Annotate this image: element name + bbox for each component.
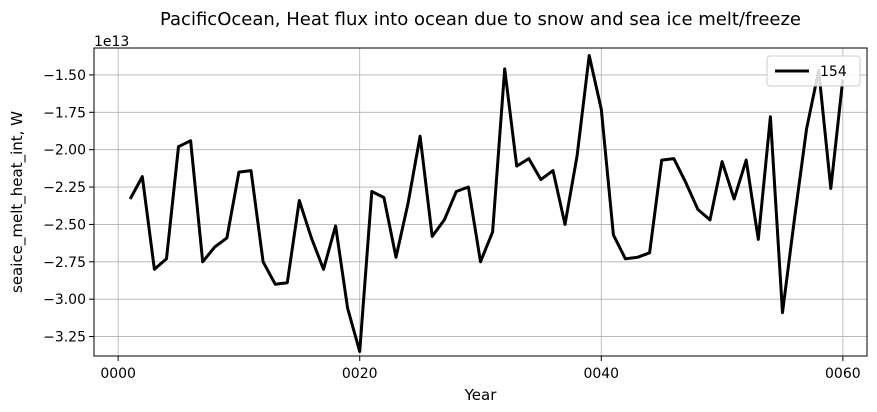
grid-lines [94, 48, 867, 356]
legend-box [766, 55, 861, 87]
y-axis-label: seaice_melt_heat_int, W [8, 111, 27, 293]
y-tick-label: −2.00 [43, 143, 86, 159]
legend: 154 [766, 55, 861, 87]
legend-label: 154 [820, 64, 847, 80]
y-tick-label: −1.50 [43, 68, 86, 84]
plot-frame [93, 47, 868, 357]
x-tick-label: 0060 [825, 366, 861, 382]
x-axis-label: Year [464, 386, 498, 404]
y-tick-label: −3.00 [43, 292, 86, 308]
series-line [128, 54, 845, 353]
y-tick-label: −2.25 [43, 180, 86, 196]
y-tick-label: −1.75 [43, 105, 86, 121]
chart-title: PacificOcean, Heat flux into ocean due t… [160, 9, 801, 30]
x-tick-label: 0000 [100, 366, 136, 382]
y-offset-label: 1e13 [94, 34, 129, 50]
axis-ticks: 0000 0020 0040 0060 −3.25 −3.00 −2.75 −2.50 −2.2… [43, 68, 861, 382]
series-lines [128, 54, 845, 353]
y-tick-label: −2.50 [43, 217, 86, 233]
x-tick-label: 0020 [342, 366, 378, 382]
y-tick-label: −3.25 [43, 330, 86, 346]
x-tick-label: 0040 [583, 366, 619, 382]
y-tick-label: −2.75 [43, 255, 86, 271]
